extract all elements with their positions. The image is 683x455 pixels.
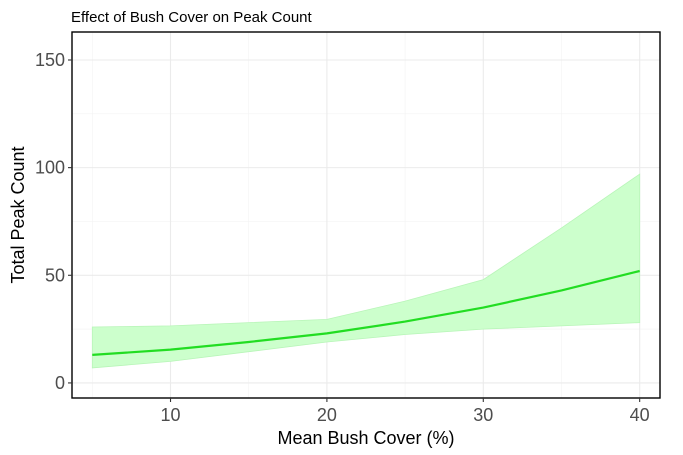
confidence-band — [91, 173, 641, 369]
y-tick-label: 0 — [55, 373, 65, 393]
x-tick-label: 30 — [473, 405, 493, 425]
series-line — [92, 269, 640, 356]
axis-ticks: 10 20 30 40 0 50 100 150 — [35, 50, 650, 425]
x-tick-label: 20 — [317, 405, 337, 425]
x-tick-label: 40 — [630, 405, 650, 425]
x-axis-title: Mean Bush Cover (%) — [277, 428, 454, 448]
y-tick-label: 150 — [35, 50, 65, 70]
y-tick-label: 100 — [35, 158, 65, 178]
chart-title: Effect of Bush Cover on Peak Count — [71, 9, 313, 26]
panel-border — [71, 31, 661, 399]
y-tick-label: 50 — [45, 265, 65, 285]
y-axis-title: Total Peak Count — [8, 146, 28, 283]
x-tick-label: 10 — [161, 405, 181, 425]
